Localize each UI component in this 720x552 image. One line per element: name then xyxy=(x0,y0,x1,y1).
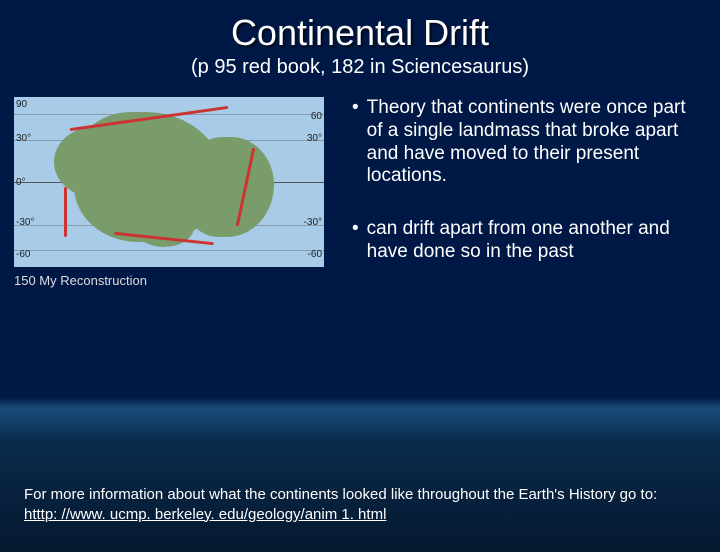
map-lat-label: -60 xyxy=(308,249,322,260)
map-coastline xyxy=(64,187,67,237)
bullet-item: • Theory that continents were once part … xyxy=(352,97,706,188)
bullet-marker: • xyxy=(352,218,359,264)
map-gridline xyxy=(14,250,324,251)
content-row: 90 30° 0° -30° -60 60 30° -30° -60 150 M… xyxy=(0,97,720,297)
map-lat-label: 30° xyxy=(307,133,322,144)
bullet-item: • can drift apart from one another and h… xyxy=(352,218,706,264)
bullet-list: • Theory that continents were once part … xyxy=(344,97,706,297)
bullet-text: Theory that continents were once part of… xyxy=(367,97,706,188)
map-lat-label: 30° xyxy=(16,133,31,144)
map-lat-label: 90 xyxy=(16,99,27,110)
page-subtitle: (p 95 red book, 182 in Sciencesaurus) xyxy=(0,56,720,79)
map-reconstruction: 90 30° 0° -30° -60 60 30° -30° -60 xyxy=(14,97,324,267)
footer-text: For more information about what the cont… xyxy=(24,486,657,503)
bullet-marker: • xyxy=(352,97,359,188)
page-title: Continental Drift xyxy=(0,12,720,54)
footer-note: For more information about what the cont… xyxy=(24,485,696,524)
map-landmass xyxy=(184,137,274,237)
bullet-text: can drift apart from one another and hav… xyxy=(367,218,706,264)
map-caption: 150 My Reconstruction xyxy=(14,273,344,288)
map-lat-label: -60 xyxy=(16,249,30,260)
map-lat-label: 0° xyxy=(16,177,26,188)
map-lat-label: -30° xyxy=(16,217,34,228)
map-lat-label: 60 xyxy=(311,111,322,122)
map-lat-label: -30° xyxy=(304,217,322,228)
footer-link[interactable]: htttp: //www. ucmp. berkeley. edu/geolog… xyxy=(24,506,386,523)
map-area: 90 30° 0° -30° -60 60 30° -30° -60 150 M… xyxy=(14,97,344,297)
